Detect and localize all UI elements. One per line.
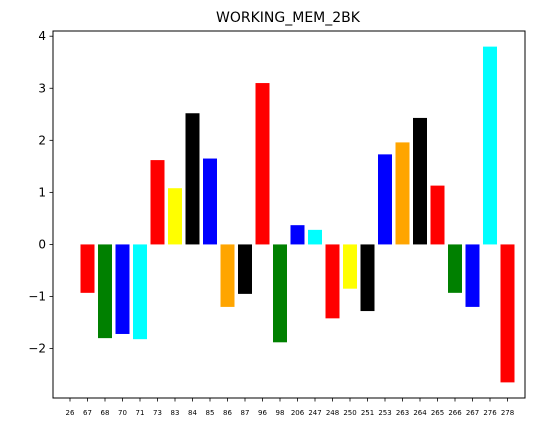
x-tick-label: 83 xyxy=(171,409,180,417)
y-tick-label: −1 xyxy=(28,289,46,303)
x-tick-label: 250 xyxy=(343,409,356,417)
x-tick-label: 206 xyxy=(291,409,305,417)
x-tick-label: 96 xyxy=(258,409,267,417)
bar-266 xyxy=(448,244,462,293)
bar-276 xyxy=(483,46,497,245)
y-tick-label: 1 xyxy=(38,185,46,199)
x-tick-label: 247 xyxy=(308,409,321,417)
chart-title: WORKING_MEM_2BK xyxy=(216,10,361,26)
bar-84 xyxy=(185,113,200,245)
x-tick-label: 276 xyxy=(483,409,497,417)
bar-253 xyxy=(378,154,392,245)
x-tick-label: 266 xyxy=(448,409,462,417)
x-axis: 26 67 68 70 71 73 83 84 85 86 87 96 98 206 247 248 250 25… xyxy=(66,398,514,417)
bar-85 xyxy=(203,158,217,245)
y-tick-label: 2 xyxy=(38,133,46,147)
x-tick-label: 73 xyxy=(153,409,162,417)
bar-264 xyxy=(413,117,427,245)
x-tick-label: 265 xyxy=(431,409,444,417)
bar-278 xyxy=(500,244,515,383)
x-tick-label: 70 xyxy=(118,409,127,417)
bar-98 xyxy=(273,244,287,343)
bar-73 xyxy=(150,160,165,245)
x-tick-label: 87 xyxy=(241,409,250,417)
bar-87 xyxy=(238,244,252,294)
bar-70 xyxy=(115,244,130,334)
x-tick-label: 86 xyxy=(223,409,232,417)
x-tick-label: 264 xyxy=(413,409,427,417)
bar-86 xyxy=(220,244,235,307)
bar-247 xyxy=(308,229,322,245)
bar-267 xyxy=(465,244,480,307)
x-tick-label: 68 xyxy=(101,409,110,417)
bar-251 xyxy=(360,244,375,312)
x-tick-label: 67 xyxy=(83,409,92,417)
bar-83 xyxy=(168,188,182,245)
x-tick-label: 248 xyxy=(326,409,339,417)
x-tick-label: 98 xyxy=(276,409,285,417)
bar-265 xyxy=(430,185,445,245)
x-tick-label: 278 xyxy=(501,409,514,417)
x-tick-label: 263 xyxy=(396,409,409,417)
plot-frame xyxy=(52,30,526,399)
x-tick-label: 267 xyxy=(466,409,479,417)
bar-263 xyxy=(395,142,410,245)
bars-group xyxy=(80,46,515,383)
y-tick-label: 0 xyxy=(38,237,46,251)
x-tick-label: 84 xyxy=(188,409,197,417)
x-tick-label: 71 xyxy=(136,409,145,417)
bar-67 xyxy=(80,244,95,293)
bar-250 xyxy=(343,244,357,289)
x-tick-label: 251 xyxy=(361,409,374,417)
bar-96 xyxy=(255,83,270,245)
y-axis: −2 −1 0 1 2 3 4 xyxy=(28,29,53,356)
bar-71 xyxy=(133,244,147,340)
y-tick-label: −2 xyxy=(28,342,46,356)
bar-248 xyxy=(325,244,340,319)
bar-206 xyxy=(290,225,305,245)
y-tick-label: 4 xyxy=(38,29,46,43)
x-tick-label: 26 xyxy=(66,409,75,417)
bar-68 xyxy=(98,244,112,339)
x-tick-label: 253 xyxy=(378,409,391,417)
x-tick-label: 85 xyxy=(206,409,215,417)
y-tick-label: 3 xyxy=(38,81,46,95)
